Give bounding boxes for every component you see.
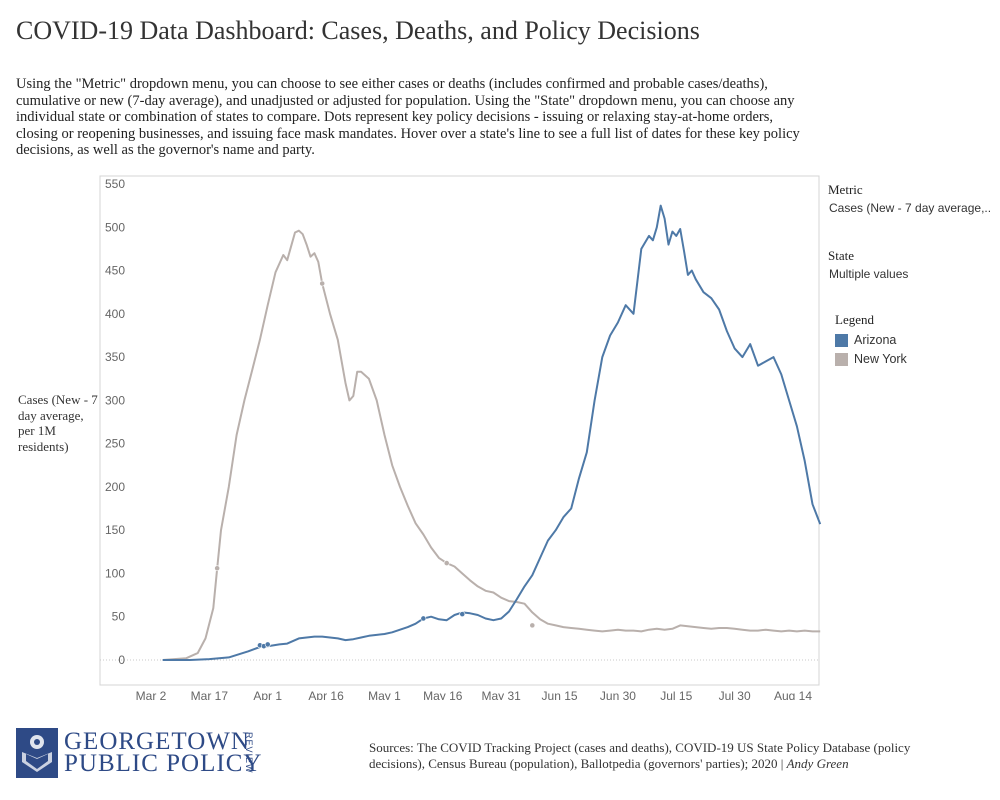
metric-filter-label: Metric bbox=[828, 182, 863, 197]
sources-footnote: Sources: The COVID Tracking Project (cas… bbox=[369, 740, 969, 771]
logo-line-2: PUBLIC POLICY bbox=[64, 750, 263, 777]
x-tick-label: Mar 2 bbox=[136, 689, 167, 700]
state-filter-value[interactable]: Multiple values bbox=[829, 267, 909, 281]
x-tick-label: Mar 17 bbox=[191, 689, 229, 700]
legend-swatch-arizona bbox=[835, 333, 848, 347]
georgetown-logo: GEORGETOWN PUBLIC POLICY REVIEW bbox=[16, 728, 266, 780]
legend: Legend Arizona New York bbox=[835, 312, 907, 366]
y-tick-label: 250 bbox=[105, 437, 125, 451]
series-line-arizona[interactable] bbox=[162, 204, 822, 661]
metric-filter[interactable]: Metric Cases (New - 7 day average,.. bbox=[828, 182, 991, 215]
x-tick-label: Aug 14 bbox=[774, 689, 812, 700]
dashboard-title: COVID-19 Data Dashboard: Cases, Deaths, … bbox=[16, 16, 700, 45]
legend-label-new-york: New York bbox=[854, 352, 907, 366]
policy-dot[interactable] bbox=[319, 280, 326, 287]
legend-title: Legend bbox=[835, 312, 874, 327]
y-tick-label: 500 bbox=[105, 220, 125, 234]
x-tick-label: Jul 15 bbox=[660, 689, 692, 700]
policy-dot[interactable] bbox=[214, 565, 221, 572]
x-tick-label: Jul 30 bbox=[719, 689, 751, 700]
policy-dot[interactable] bbox=[264, 641, 271, 648]
logo-review: REVIEW bbox=[244, 732, 254, 774]
series-line-new-york[interactable] bbox=[162, 229, 821, 661]
logo-line-1: GEORGETOWN bbox=[64, 728, 250, 755]
y-tick-label: 200 bbox=[105, 480, 125, 494]
legend-swatch-new-york bbox=[835, 352, 848, 366]
x-tick-label: May 31 bbox=[482, 689, 522, 700]
x-tick-label: May 1 bbox=[368, 689, 401, 700]
policy-dot[interactable] bbox=[459, 611, 466, 618]
policy-dot[interactable] bbox=[529, 622, 536, 629]
series-lines[interactable] bbox=[162, 204, 822, 661]
x-tick-label: Jun 30 bbox=[600, 689, 636, 700]
y-axis-label: Cases (New - 7 day average, per 1M resid… bbox=[18, 392, 98, 454]
y-tick-label: 300 bbox=[105, 393, 125, 407]
y-tick-label: 0 bbox=[118, 653, 125, 667]
plot-frame bbox=[99, 175, 820, 686]
y-tick-label: 550 bbox=[105, 177, 125, 191]
legend-label-arizona: Arizona bbox=[854, 333, 897, 347]
y-tick-label: 150 bbox=[105, 523, 125, 537]
legend-item-arizona[interactable]: Arizona bbox=[835, 333, 907, 347]
author-name: Andy Green bbox=[786, 755, 849, 771]
legend-item-new-york[interactable]: New York bbox=[835, 352, 907, 366]
y-tick-label: 50 bbox=[112, 610, 126, 624]
policy-dot[interactable] bbox=[443, 560, 450, 566]
x-tick-label: Jun 15 bbox=[542, 689, 578, 700]
sources-text: Sources: The COVID Tracking Project (cas… bbox=[369, 740, 911, 771]
state-filter[interactable]: State Multiple values bbox=[828, 248, 908, 281]
x-tick-label: Apr 1 bbox=[253, 689, 282, 700]
x-tick-label: Apr 16 bbox=[308, 689, 344, 700]
y-tick-label: 400 bbox=[105, 307, 125, 321]
policy-dot[interactable] bbox=[420, 615, 427, 622]
line-chart[interactable]: 0 50 100 150 200 250 300 350 400 450 500 550 Mar 2 Ma… bbox=[0, 170, 1000, 700]
y-tick-label: 100 bbox=[105, 566, 125, 580]
seal-icon bbox=[16, 728, 58, 778]
y-tick-label: 350 bbox=[105, 350, 125, 364]
metric-filter-value[interactable]: Cases (New - 7 day average,.. bbox=[829, 201, 992, 215]
dashboard-description: Using the "Metric" dropdown menu, you ca… bbox=[16, 76, 800, 158]
policy-dots[interactable] bbox=[214, 280, 536, 650]
axes: 0 50 100 150 200 250 300 350 400 450 500 550 Mar 2 Ma… bbox=[99, 175, 820, 700]
y-tick-label: 450 bbox=[105, 264, 125, 278]
state-filter-label: State bbox=[828, 248, 854, 263]
x-tick-label: May 16 bbox=[423, 689, 463, 700]
